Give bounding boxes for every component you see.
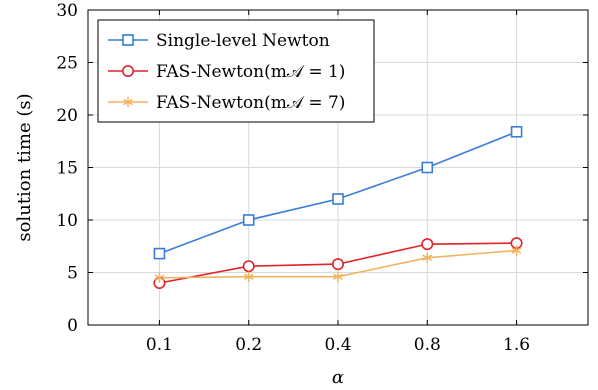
legend-entry-1: Single-level Newton bbox=[156, 31, 330, 51]
y-tick-label: 5 bbox=[67, 264, 78, 284]
x-tick-label: 1.6 bbox=[503, 335, 530, 355]
x-axis-ticks: 0.1 0.2 0.4 0.8 1.6 bbox=[146, 10, 530, 355]
y-tick-label: 20 bbox=[56, 106, 78, 126]
y-axis-label: solution time (s) bbox=[14, 93, 35, 241]
data-point-series-1 bbox=[332, 193, 344, 205]
x-axis-label: α bbox=[332, 367, 344, 388]
y-tick-label: 10 bbox=[56, 211, 78, 231]
series-markers bbox=[153, 126, 523, 289]
data-point-series-1 bbox=[421, 161, 434, 174]
data-point-series-3 bbox=[154, 272, 165, 283]
legend-marker-3 bbox=[123, 96, 133, 108]
data-point-series-2 bbox=[421, 238, 434, 251]
y-tick-label: 15 bbox=[56, 159, 78, 179]
x-tick-label: 0.4 bbox=[324, 335, 351, 355]
data-point-series-2 bbox=[242, 260, 255, 273]
x-tick-label: 0.8 bbox=[414, 335, 441, 355]
data-point-series-1 bbox=[242, 214, 255, 226]
data-point-series-3 bbox=[422, 252, 433, 263]
legend-marker-1 bbox=[122, 34, 134, 46]
data-point-series-3 bbox=[243, 271, 254, 282]
data-point-series-1 bbox=[510, 126, 523, 138]
legend-entry-2: FAS-Newton(m𝒜 = 1) bbox=[156, 62, 345, 82]
data-point-series-3 bbox=[511, 245, 522, 256]
data-point-series-3 bbox=[333, 271, 343, 282]
data-point-series-1 bbox=[153, 247, 166, 260]
x-tick-label: 0.2 bbox=[235, 335, 262, 355]
data-point-series-2 bbox=[331, 258, 344, 271]
legend-entry-3: FAS-Newton(m𝒜 = 7) bbox=[156, 93, 345, 113]
y-tick-label: 0 bbox=[67, 316, 78, 336]
x-tick-label: 0.1 bbox=[146, 335, 173, 355]
legend: Single-level Newton FAS-Newton(m𝒜 = 1) FAS… bbox=[97, 19, 375, 123]
y-tick-label: 30 bbox=[56, 1, 78, 21]
y-axis-ticks: 0 5 10 15 20 25 30 bbox=[56, 1, 588, 336]
legend-marker-2 bbox=[122, 65, 135, 78]
y-tick-label: 25 bbox=[56, 54, 78, 74]
